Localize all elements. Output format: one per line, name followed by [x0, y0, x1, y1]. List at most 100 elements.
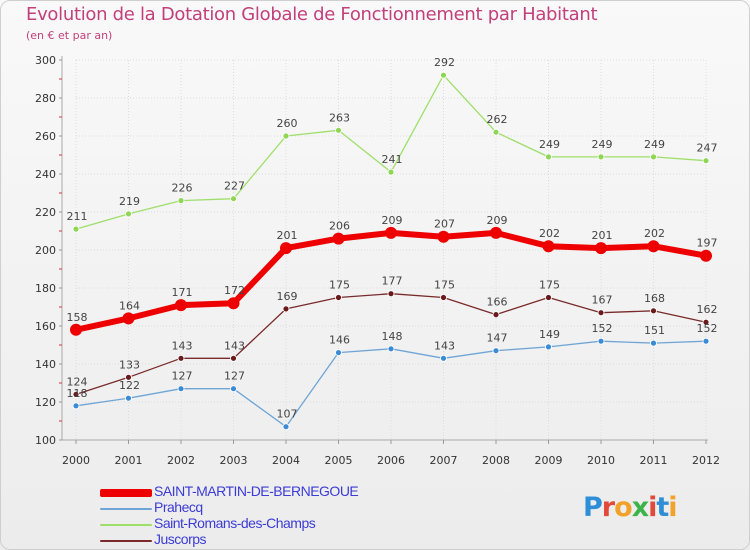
x-tick-label: 2012 [692, 454, 720, 467]
series-layer [70, 71, 712, 431]
data-label: 107 [277, 408, 298, 421]
data-label: 147 [487, 332, 508, 345]
data-point [230, 354, 237, 362]
data-point [72, 390, 80, 398]
data-label: 202 [644, 227, 665, 240]
y-tick-label: 260 [35, 130, 56, 143]
data-label: 249 [592, 138, 613, 151]
data-point [335, 349, 342, 357]
data-label: 175 [434, 279, 455, 292]
series-juscorps [72, 290, 710, 398]
data-point [700, 249, 712, 262]
data-label: 149 [539, 328, 560, 341]
data-label: 146 [329, 334, 350, 347]
series-saint-romans-des-champs [72, 71, 710, 233]
chart-title: Evolution de la Dotation Globale de Fonc… [26, 4, 598, 25]
data-label: 169 [277, 290, 298, 303]
data-label: 118 [67, 387, 88, 400]
data-point [650, 153, 657, 161]
data-label: 202 [539, 227, 560, 240]
data-point [280, 242, 292, 255]
data-point [650, 307, 657, 315]
y-tick-label: 240 [35, 168, 56, 181]
data-point [545, 294, 552, 301]
data-label: 127 [172, 370, 193, 383]
data-point [125, 210, 132, 218]
series-saint-martin-de-bernegoue [70, 226, 712, 336]
data-point [387, 168, 395, 176]
data-label: 152 [697, 322, 718, 335]
data-label: 209 [487, 214, 508, 227]
data-point [597, 337, 605, 345]
data-label: 168 [644, 292, 665, 305]
data-label: 171 [172, 286, 193, 299]
data-point [230, 195, 237, 203]
data-point [490, 226, 502, 239]
x-tick-label: 2009 [535, 454, 563, 467]
data-label: 177 [382, 275, 403, 288]
data-label: 201 [277, 229, 298, 242]
data-point [177, 354, 185, 362]
data-label: 197 [697, 237, 718, 250]
data-point [125, 373, 132, 381]
proxiti-logo: Proxiti [583, 492, 678, 523]
legend-label: Prahecq [154, 499, 203, 515]
data-label: 226 [172, 182, 193, 195]
y-tick-label: 180 [35, 282, 56, 295]
data-point [385, 226, 397, 239]
data-point [335, 126, 342, 134]
data-label: 152 [592, 322, 613, 335]
data-label: 122 [119, 379, 140, 392]
data-point [125, 394, 132, 402]
y-tick-label: 120 [35, 396, 56, 409]
data-point [492, 128, 500, 136]
data-point [597, 153, 605, 161]
data-label: 124 [67, 375, 88, 388]
legend-label: Saint-Romans-des-Champs [154, 515, 316, 531]
data-point [595, 242, 607, 255]
data-label: 227 [224, 180, 245, 193]
x-tick-label: 2007 [430, 454, 458, 467]
legend-swatch [100, 540, 152, 542]
series-prahecq [72, 337, 710, 431]
data-point [335, 294, 342, 301]
y-tick-label: 300 [35, 54, 56, 67]
data-point [437, 230, 450, 243]
data-label: 143 [434, 339, 455, 352]
data-label: 207 [434, 218, 455, 231]
data-point [492, 311, 500, 319]
data-point [702, 157, 710, 165]
data-point [597, 309, 605, 317]
data-point [332, 232, 345, 245]
legend-swatch [100, 489, 152, 497]
data-point [177, 385, 185, 393]
data-point [282, 305, 290, 313]
data-label: 241 [382, 153, 403, 166]
data-point [545, 343, 552, 351]
data-point [492, 347, 500, 355]
data-label: 201 [592, 229, 613, 242]
y-tick-label: 220 [35, 206, 56, 219]
data-label: 219 [119, 195, 140, 208]
data-point [70, 323, 82, 336]
x-tick-label: 2006 [377, 454, 405, 467]
data-point [72, 225, 80, 233]
data-label: 164 [119, 299, 140, 312]
legend-swatch [100, 508, 152, 510]
data-point [440, 294, 447, 301]
data-point [227, 297, 240, 310]
data-label: 209 [382, 214, 403, 227]
data-point [440, 71, 447, 79]
data-point [650, 339, 657, 347]
data-label: 133 [119, 358, 140, 371]
data-point [440, 354, 447, 362]
data-label: 162 [697, 303, 718, 316]
legend-label: Juscorps [154, 531, 207, 547]
data-point [702, 318, 710, 326]
data-point [230, 385, 237, 393]
data-label: 260 [277, 117, 298, 130]
data-point [545, 153, 552, 161]
data-label: 151 [644, 324, 665, 337]
data-label: 249 [539, 138, 560, 151]
